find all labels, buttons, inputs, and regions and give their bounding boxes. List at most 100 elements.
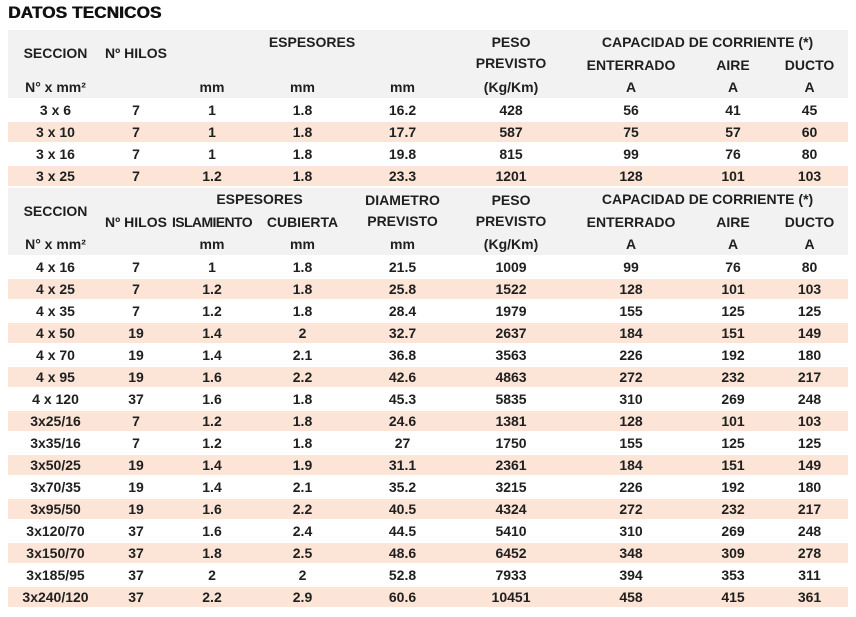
value-cell: 458	[567, 586, 696, 609]
table-row: 3x185/95 37 2 2 52.8 7933 394 353 311	[8, 564, 849, 587]
section1-body: 3 x 6 7 1 1.8 16.2 428 56 41 45 3 x 10 7 1 1.8 17.7 58…	[8, 99, 849, 188]
row-label-cell: 4 x 50	[8, 322, 103, 345]
value-cell: 2.2	[255, 366, 350, 389]
value-cell: 24.6	[350, 410, 456, 433]
value-cell: 248	[771, 388, 849, 411]
value-cell: 4863	[455, 366, 568, 389]
value-cell: 19	[103, 454, 169, 477]
value-cell: 103	[771, 278, 849, 301]
value-cell: 348	[567, 542, 696, 565]
unit-amp: A	[695, 233, 772, 257]
value-cell: 1.8	[255, 300, 350, 323]
value-cell: 415	[695, 586, 772, 609]
value-cell: 1.4	[169, 322, 255, 345]
value-cell: 815	[455, 143, 568, 166]
header-spacer	[169, 53, 456, 76]
value-cell: 3563	[455, 344, 568, 367]
value-cell: 125	[771, 300, 849, 323]
value-cell: 125	[695, 300, 772, 323]
value-cell: 149	[771, 454, 849, 477]
table-row: 3 x 10 7 1 1.8 17.7 587 75 57 60	[8, 121, 849, 144]
header-units-row: N° x mm² mm mm mm (Kg/Km) A A A	[8, 76, 849, 100]
value-cell: 1.8	[255, 99, 350, 122]
row-label-cell: 3x70/35	[8, 476, 103, 499]
value-cell: 128	[567, 165, 696, 188]
unit-amp: A	[771, 233, 849, 257]
value-cell: 1.2	[169, 278, 255, 301]
row-label-cell: 3 x 25	[8, 165, 103, 188]
row-label-cell: 3x95/50	[8, 498, 103, 521]
col-header-espesores: ESPESORES	[169, 187, 350, 210]
value-cell: 10451	[455, 586, 568, 609]
table-row: 3x95/50 19 1.6 2.2 40.5 4324 272 232 217	[8, 498, 849, 521]
value-cell: 80	[771, 256, 849, 279]
value-cell: 76	[695, 256, 772, 279]
value-cell: 1.8	[255, 256, 350, 279]
col-header-seccion: SECCION	[8, 187, 103, 233]
table-row: 4 x 70 19 1.4 2.1 36.8 3563 226 192 180	[8, 344, 849, 367]
value-cell: 101	[695, 410, 772, 433]
col-header-hilos: Nº HILOS	[103, 210, 169, 233]
unit-amp: A	[695, 76, 772, 100]
value-cell: 272	[567, 498, 696, 521]
value-cell: 2637	[455, 322, 568, 345]
row-label-cell: 3x150/70	[8, 542, 103, 565]
value-cell: 151	[695, 322, 772, 345]
unit-amp: A	[567, 233, 696, 257]
col-header-capacidad: CAPACIDAD DE CORRIENTE (*)	[567, 187, 849, 210]
value-cell: 27	[350, 432, 456, 455]
value-cell: 1.8	[255, 121, 350, 144]
value-cell: 1	[169, 256, 255, 279]
value-cell: 1	[169, 99, 255, 122]
value-cell: 232	[695, 498, 772, 521]
value-cell: 1.4	[169, 344, 255, 367]
value-cell: 180	[771, 476, 849, 499]
value-cell: 192	[695, 344, 772, 367]
value-cell: 80	[771, 143, 849, 166]
value-cell: 1.8	[255, 388, 350, 411]
value-cell: 1381	[455, 410, 568, 433]
value-cell: 128	[567, 410, 696, 433]
table-row: 4 x 16 7 1 1.8 21.5 1009 99 76 80	[8, 256, 849, 279]
unit-seccion: N° x mm²	[8, 76, 103, 100]
value-cell: 37	[103, 542, 169, 565]
col-header-seccion: SECCION	[8, 30, 103, 76]
table-row: 3x240/120 37 2.2 2.9 60.6 10451 458 415 361	[8, 586, 849, 609]
value-cell: 353	[695, 564, 772, 587]
row-label-cell: 3 x 16	[8, 143, 103, 166]
unit-seccion: N° x mm²	[8, 233, 103, 257]
row-label-cell: 3x240/120	[8, 586, 103, 609]
value-cell: 1.4	[169, 476, 255, 499]
value-cell: 6452	[455, 542, 568, 565]
value-cell: 149	[771, 322, 849, 345]
row-label-cell: 4 x 16	[8, 256, 103, 279]
row-label-cell: 3x25/16	[8, 410, 103, 433]
value-cell: 40.5	[350, 498, 456, 521]
row-label-cell: 4 x 35	[8, 300, 103, 323]
row-label-cell: 3x120/70	[8, 520, 103, 543]
value-cell: 180	[771, 344, 849, 367]
value-cell: 2.2	[169, 586, 255, 609]
value-cell: 25.8	[350, 278, 456, 301]
value-cell: 1522	[455, 278, 568, 301]
value-cell: 5835	[455, 388, 568, 411]
table-row: 3x150/70 37 1.8 2.5 48.6 6452 348 309 278	[8, 542, 849, 565]
value-cell: 1	[169, 121, 255, 144]
header-spacer	[103, 187, 169, 210]
value-cell: 1.2	[169, 165, 255, 188]
col-header-espesores: ESPESORES	[169, 30, 456, 53]
col-header-ducto: DUCTO	[771, 53, 849, 76]
value-cell: 2.4	[255, 520, 350, 543]
row-label-cell: 4 x 70	[8, 344, 103, 367]
value-cell: 310	[567, 520, 696, 543]
value-cell: 232	[695, 366, 772, 389]
table-row: 3x120/70 37 1.6 2.4 44.5 5410 310 269 248	[8, 520, 849, 543]
value-cell: 1.6	[169, 520, 255, 543]
col-header-diametro-line2: PREVISTO	[367, 212, 438, 229]
value-cell: 37	[103, 520, 169, 543]
table-row: 3 x 16 7 1 1.8 19.8 815 99 76 80	[8, 143, 849, 166]
header-row-2: ENTERRADO AIRE DUCTO	[8, 53, 849, 76]
value-cell: 23.3	[350, 165, 456, 188]
unit-mm: mm	[255, 76, 350, 100]
col-header-diametro-line1: DIAMETRO	[365, 191, 440, 208]
